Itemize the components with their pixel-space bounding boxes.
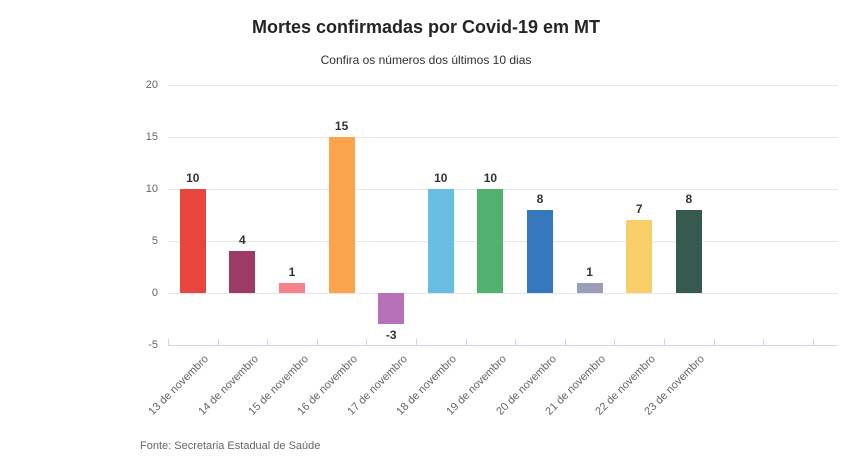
x-axis-tick [366,339,368,345]
bar-value-label: 10 [434,171,448,185]
y-axis-tick-label: 10 [145,183,158,195]
x-axis-tick [664,339,665,345]
x-axis-tick [316,339,318,345]
bar-22 de novembro [626,220,653,293]
x-axis-tick [812,339,814,345]
bar-value-label: 4 [239,233,246,248]
x-axis-tick [713,339,715,345]
bar-value-label: 1 [288,264,296,279]
x-axis-tick [465,339,467,345]
y-axis-tick-label: 20 [145,79,158,91]
x-axis-tick [614,339,616,345]
bar-19 de novembro [477,189,504,293]
bar-14 de novembro [229,251,256,293]
y-gridline [168,137,838,138]
y-axis-tick-label: 5 [151,235,158,247]
bar-17 de novembro [378,293,405,325]
bar-13 de novembro [179,189,206,293]
y-axis-tick-label: -5 [148,339,158,351]
chart-title: Mortes confirmadas por Covid-19 em MT [251,17,601,37]
source-note: Fonte: Secretaria Estadual de Saúde [140,440,321,452]
y-gridline [168,293,838,294]
x-axis-tick [416,339,417,345]
bar-value-label: 15 [334,119,349,133]
bar-16 de novembro [328,137,355,293]
bar-value-label: 10 [483,171,498,185]
bar-15 de novembro [279,282,305,293]
bar-value-label: 8 [536,191,544,206]
bar-23 de novembro [675,209,702,293]
bar-20 de novembro [527,209,553,293]
bar-value-label: 7 [635,202,643,217]
y-axis-tick-label: 15 [145,131,158,143]
y-axis-tick-label: 0 [151,287,158,299]
bar-value-label: 1 [586,264,593,279]
x-axis-tick [515,339,517,345]
x-axis-line [168,345,838,346]
x-axis-tick [267,339,269,345]
bar-value-label: 10 [186,171,200,185]
bar-21 de novembro [576,282,603,293]
y-gridline [168,85,838,86]
x-axis-tick [168,339,169,345]
bar-value-label: 8 [685,191,693,206]
chart-subtitle: Confira os números dos últimos 10 dias [320,53,532,67]
bar-18 de novembro [427,189,454,293]
x-axis-tick [217,339,219,345]
x-axis-tick [564,339,566,345]
bar-value-label: -3 [385,328,397,343]
x-axis-tick [763,339,765,345]
